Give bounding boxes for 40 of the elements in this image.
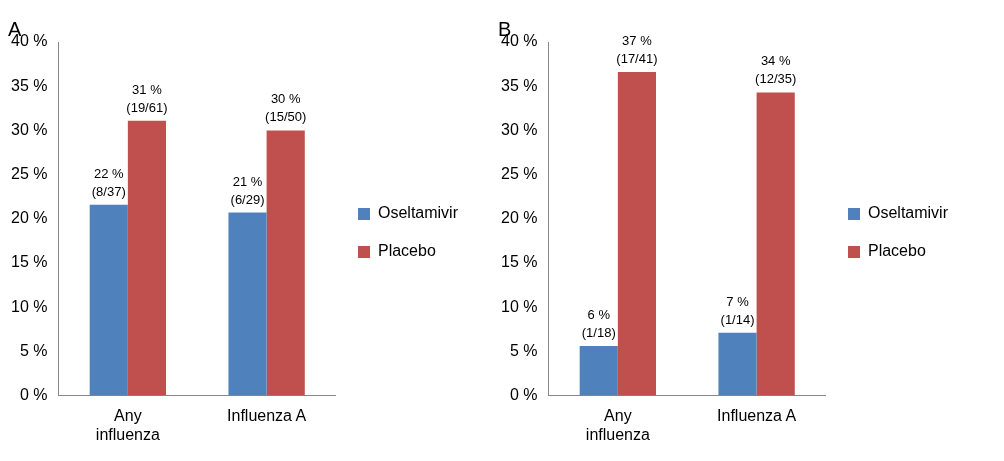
y-tick-label: 30 %: [11, 120, 48, 138]
bar: [718, 332, 757, 396]
bar: [579, 346, 618, 396]
bar: [756, 92, 795, 396]
x-tick-label: Any influenza: [95, 406, 160, 443]
legend-label: Oseltamivir: [377, 204, 459, 222]
y-tick-label: 5 %: [19, 341, 48, 359]
x-tick-label: Influenza A: [227, 406, 307, 424]
bar: [228, 212, 267, 396]
bar: [127, 120, 167, 396]
y-tick-label: 5 %: [509, 341, 538, 359]
y-tick-label: 0 %: [19, 386, 48, 404]
data-label: 6 % (1/18): [581, 307, 616, 341]
data-label: 37 % (17/41): [616, 33, 658, 67]
bar: [89, 204, 128, 396]
bar: [266, 130, 305, 396]
data-label: 31 % (19/61): [126, 81, 168, 115]
y-tick-label: 20 %: [11, 209, 48, 227]
y-tick-label: 15 %: [501, 253, 538, 271]
y-tick-label: 20 %: [501, 209, 538, 227]
y-tick-label: 15 %: [11, 253, 48, 271]
y-tick-label: 10 %: [501, 297, 538, 315]
legend-label: Placebo: [867, 242, 926, 260]
y-tick-label: 25 %: [501, 165, 538, 183]
legend-label: Placebo: [377, 242, 436, 260]
bar: [617, 72, 657, 396]
data-label: 30 % (15/50): [265, 91, 307, 125]
y-tick-label: 35 %: [11, 76, 48, 94]
x-tick-label: Any influenza: [585, 406, 650, 443]
data-label: 21 % (6/29): [230, 173, 265, 207]
y-tick-label: 25 %: [11, 165, 48, 183]
y-tick-label: 30 %: [501, 120, 538, 138]
data-label: 7 % (1/14): [720, 293, 755, 327]
legend-label: Oseltamivir: [867, 204, 949, 222]
x-tick-label: Influenza A: [717, 406, 797, 424]
data-label: 22 % (8/37): [91, 165, 126, 199]
y-tick-label: 35 %: [501, 76, 538, 94]
data-label: 34 % (12/35): [755, 53, 797, 87]
y-tick-label: 0 %: [509, 386, 538, 404]
y-tick-label: 10 %: [11, 297, 48, 315]
